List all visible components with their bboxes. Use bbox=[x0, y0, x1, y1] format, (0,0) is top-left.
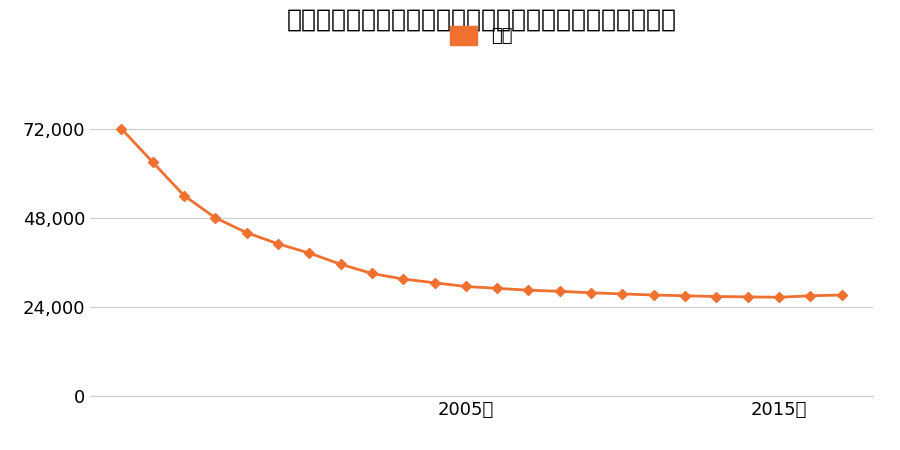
Title: 千葉県印旛郡富里町七栄字中木戸５７６番９外の地価推移: 千葉県印旛郡富里町七栄字中木戸５７６番９外の地価推移 bbox=[286, 8, 677, 32]
Legend: 価格: 価格 bbox=[443, 19, 520, 53]
